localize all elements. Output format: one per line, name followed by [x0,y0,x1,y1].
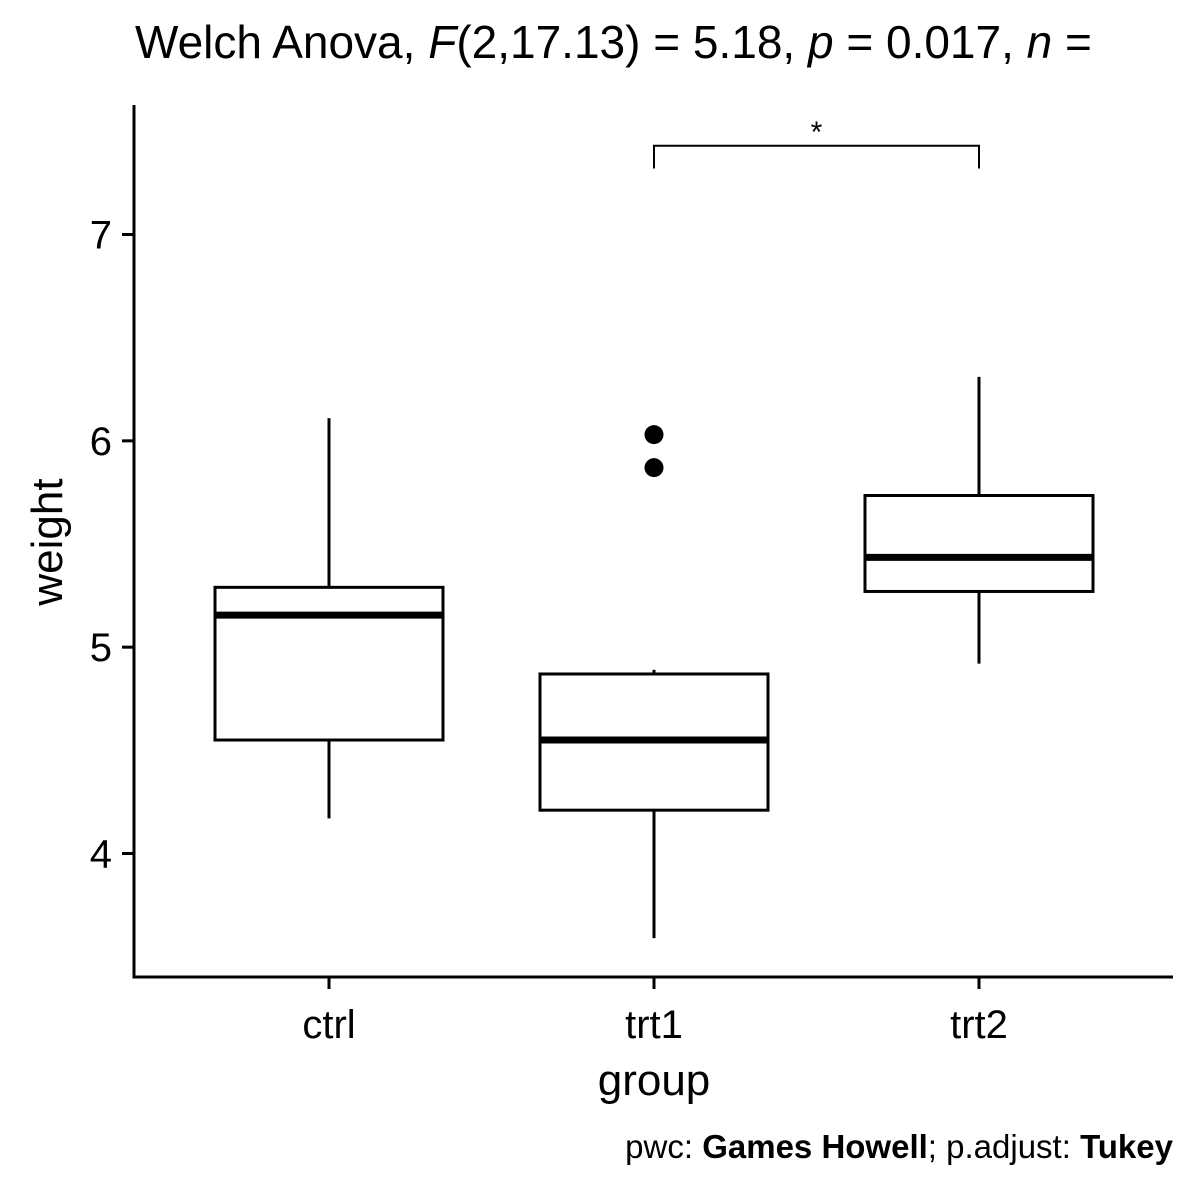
y-axis-title: weight [23,478,72,606]
x-tick-label: trt1 [625,1003,683,1047]
title-prefix: Welch Anova, [135,16,428,68]
caption-sep: ; p.adjust: [928,1128,1080,1165]
title-p-value: = 0.017, [834,16,1027,68]
y-tick-label: 4 [90,833,112,877]
box-iqr [213,585,445,742]
x-tick-label: trt2 [950,1003,1008,1047]
outlier-point [644,458,664,478]
y-tick-label: 6 [90,420,112,464]
significance-bracket [653,144,980,169]
significance-label: * [811,116,823,149]
caption-pwc-label: pwc: [625,1128,702,1165]
title-n-value: = [1052,16,1104,68]
chart-title: Welch Anova, F(2,17.13) = 5.18, p = 0.01… [135,16,1105,68]
title-stat-value: = 5.18, [640,16,808,68]
box-iqr [863,494,1095,593]
caption-adjust-method: Tukey [1080,1128,1174,1165]
title-stat-args: (2,17.13) [456,16,640,68]
x-tick-label: ctrl [302,1003,355,1047]
y-tick-label: 7 [90,214,112,258]
title-stat-symbol: F [428,16,459,68]
title-p-symbol: p [806,16,834,68]
title-n-symbol: n [1027,16,1053,68]
caption-pwc-method: Games Howell [702,1128,928,1165]
x-axis-title: group [598,1056,711,1105]
chart-caption: pwc: Games Howell; p.adjust: Tukey [625,1128,1173,1165]
plot-area: 4 5 6 7 ctrl trt1 trt2 * [90,105,1173,1047]
outlier-point [644,425,664,445]
y-tick-label: 5 [90,626,112,670]
